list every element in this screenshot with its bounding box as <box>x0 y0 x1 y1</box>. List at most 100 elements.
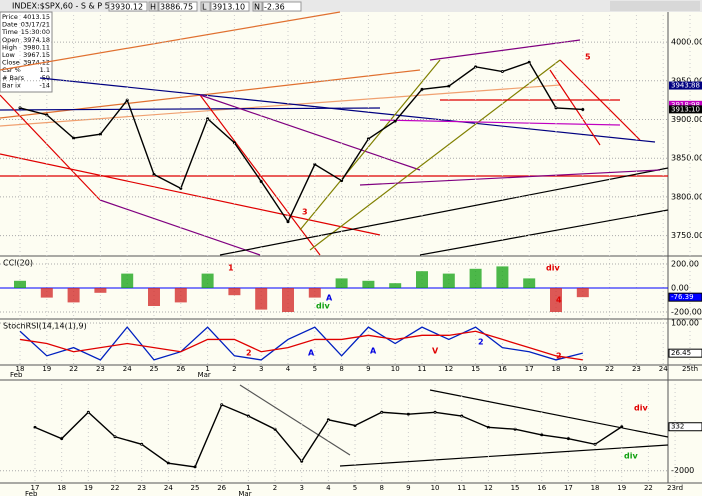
window-buttons[interactable] <box>610 1 700 11</box>
quote-box <box>148 1 159 12</box>
bar <box>67 288 80 303</box>
data-window-value: -14 <box>39 81 50 89</box>
data-window-label: Bar ix <box>2 81 21 89</box>
x-tick-label: 18 <box>552 365 561 373</box>
x-tick-label: 19 <box>42 365 51 373</box>
price-point <box>300 459 304 463</box>
trend-line <box>0 11 341 71</box>
data-window-label: Price <box>2 13 18 21</box>
bar <box>255 288 268 310</box>
price-point <box>166 461 170 465</box>
bar <box>40 288 53 298</box>
price-point <box>273 427 277 431</box>
quote-value: N <box>254 3 260 12</box>
price-point <box>98 132 102 136</box>
data-window-label: Time <box>1 28 18 36</box>
y-tick-label: -2000 <box>671 466 694 475</box>
bar <box>94 288 107 293</box>
data-window-value: 3980.11 <box>23 43 50 51</box>
price-point <box>581 107 585 111</box>
annotation: 3 <box>302 208 308 217</box>
annotation: 2 <box>478 338 484 347</box>
trend-line <box>39 77 656 143</box>
trend-line <box>419 209 669 256</box>
x-tick-label: 25th <box>682 365 698 373</box>
annotation: div <box>624 452 638 461</box>
data-window-label: High <box>2 43 17 51</box>
price-point <box>447 84 451 88</box>
quote-value: 3886.75 <box>160 3 193 12</box>
series-line <box>19 326 583 361</box>
y-tick-label: 3750.00 <box>671 231 702 240</box>
trend-line <box>299 59 441 231</box>
price-point <box>420 87 424 91</box>
price-label: 3918.98 <box>671 101 700 109</box>
annotation: A <box>308 349 315 358</box>
x-tick-label: 1 <box>205 365 209 373</box>
trend-line <box>219 167 669 256</box>
x-tick-label: 10 <box>391 365 400 373</box>
x-tick-label: 17 <box>31 484 40 492</box>
annotation: 1 <box>228 264 234 273</box>
price-point <box>206 117 210 121</box>
price-point <box>393 119 397 123</box>
data-window-label: Close <box>2 59 20 67</box>
quote-box <box>158 1 198 12</box>
bar <box>389 283 402 288</box>
trend-line <box>239 384 351 456</box>
price-label-box <box>669 100 702 109</box>
x-tick-label: 23 <box>632 365 641 373</box>
price-point <box>152 172 156 176</box>
x-tick-label: 26 <box>217 484 226 492</box>
x-tick-label: 23 <box>96 365 105 373</box>
x-tick-label: 2 <box>273 484 277 492</box>
x-tick-label: 24 <box>123 365 132 373</box>
y-tick-label: 200.00 <box>671 260 699 269</box>
y-tick-label: 0.00 <box>671 284 689 293</box>
quote-value: H <box>150 3 156 12</box>
price-point <box>486 425 490 429</box>
bar <box>335 278 348 288</box>
price-point <box>353 423 357 427</box>
price-label: 3943.88 <box>671 82 700 90</box>
last-value-box <box>668 422 702 432</box>
data-window-value: 59 <box>42 74 50 82</box>
price-point <box>259 179 263 183</box>
trend-line <box>429 389 669 438</box>
price-point <box>474 65 478 69</box>
price-point <box>179 186 183 190</box>
annotation: A <box>326 294 333 303</box>
quote-box <box>262 1 302 12</box>
x-tick-label: 15 <box>471 365 480 373</box>
bar <box>308 288 321 298</box>
x-tick-label: 19 <box>617 484 626 492</box>
x-tick-label: 23 <box>137 484 146 492</box>
annotation: A <box>370 347 377 356</box>
price-point <box>566 437 570 441</box>
annotation: V <box>432 347 439 356</box>
trend-line <box>559 59 641 141</box>
trend-line <box>0 94 101 201</box>
x-tick-label: 10 <box>431 484 440 492</box>
price-point <box>406 412 410 416</box>
data-window-value: 3967.15 <box>23 51 50 59</box>
data-window-value: 4013.15 <box>23 13 50 21</box>
month-label: Mar <box>238 490 251 496</box>
price-point <box>193 465 197 469</box>
trend-line <box>549 69 601 146</box>
trend-line <box>379 119 621 126</box>
price-label-box <box>669 105 702 114</box>
x-tick-label: 1 <box>246 484 250 492</box>
annotation: div <box>316 302 330 311</box>
bar <box>282 288 294 312</box>
last-value-box <box>668 348 702 358</box>
bar <box>121 273 134 288</box>
x-tick-label: 25 <box>191 484 200 492</box>
x-tick-label: 16 <box>498 365 507 373</box>
x-tick-label: 11 <box>457 484 466 492</box>
price-point <box>513 427 517 431</box>
y-tick-label: 3800.00 <box>671 192 702 201</box>
x-tick-label: 17 <box>564 484 573 492</box>
price-point <box>313 162 317 166</box>
